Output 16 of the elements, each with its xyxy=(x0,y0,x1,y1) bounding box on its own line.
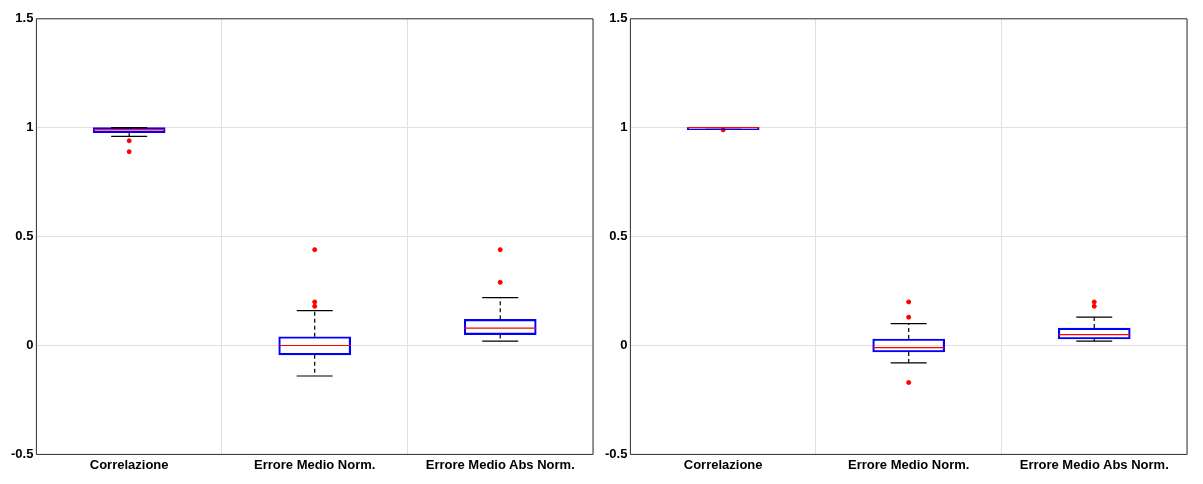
x-tick-label: Errore Medio Abs Norm. xyxy=(1019,456,1169,472)
y-tick-label: 0 xyxy=(26,337,34,353)
y-tick-label: 1.5 xyxy=(609,10,628,26)
y-tick-label: 0.5 xyxy=(609,228,628,244)
x-tick-label: Correlazione xyxy=(89,456,169,472)
x-tick-label: Errore Medio Norm. xyxy=(254,456,376,472)
y-tick-label: 0 xyxy=(620,337,628,353)
y-tick-label: -0.5 xyxy=(10,445,34,461)
x-tick-label: Errore Medio Abs Norm. xyxy=(425,456,575,472)
y-tick-label: 1 xyxy=(26,119,34,135)
y-tick-label: 1.5 xyxy=(15,10,34,26)
y-tick-label: 0.5 xyxy=(15,228,34,244)
x-tick-label: Correlazione xyxy=(683,456,763,472)
y-tick-label: -0.5 xyxy=(604,445,628,461)
y-tick-label: 1 xyxy=(620,119,628,135)
x-tick-label: Errore Medio Norm. xyxy=(848,456,970,472)
